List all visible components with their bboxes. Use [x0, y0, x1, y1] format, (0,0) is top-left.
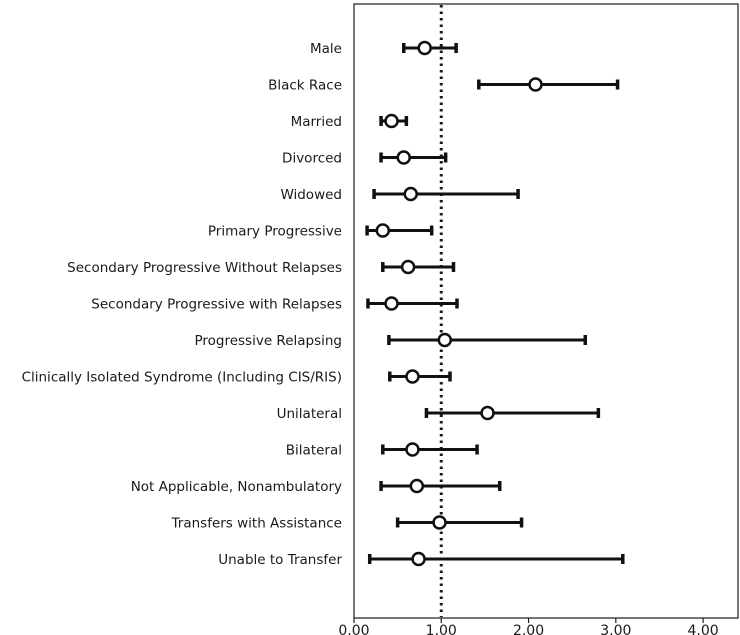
forest-row: Male — [310, 40, 458, 57]
row-label: Unable to Transfer — [218, 552, 342, 568]
point-estimate — [528, 77, 543, 92]
point-estimate — [396, 150, 411, 165]
point-estimate — [432, 515, 447, 530]
forest-row: Married — [291, 113, 409, 130]
row-label: Male — [310, 41, 342, 57]
row-label: Unilateral — [277, 406, 342, 422]
row-label: Primary Progressive — [208, 224, 342, 240]
row-label: Clinically Isolated Syndrome (Including … — [22, 370, 342, 386]
forest-row: Not Applicable, Nonambulatory — [131, 478, 502, 495]
row-label: Transfers with Assistance — [171, 516, 342, 532]
forest-row: Widowed — [280, 186, 520, 203]
row-label: Secondary Progressive with Relapses — [91, 297, 342, 313]
x-tick-label: 3.00 — [600, 623, 631, 635]
point-estimate — [384, 113, 399, 129]
row-label: Secondary Progressive Without Relapses — [67, 260, 342, 276]
point-estimate — [417, 40, 432, 56]
forest-row: Primary Progressive — [208, 223, 434, 240]
x-tick-label: 1.00 — [426, 623, 457, 635]
row-label: Widowed — [280, 187, 342, 203]
point-estimate — [403, 186, 418, 202]
forest-row: Transfers with Assistance — [171, 515, 524, 532]
forest-row: Unable to Transfer — [218, 551, 625, 568]
row-label: Black Race — [268, 78, 342, 94]
row-label: Bilateral — [286, 443, 342, 459]
point-estimate — [405, 442, 420, 457]
point-estimate — [480, 405, 495, 421]
row-label: Married — [291, 114, 342, 130]
row-label: Not Applicable, Nonambulatory — [131, 479, 342, 495]
forest-row: Secondary Progressive Without Relapses — [67, 259, 456, 276]
point-estimate — [375, 223, 391, 238]
row-label: Divorced — [282, 151, 342, 167]
point-estimate — [400, 259, 416, 275]
forest-row: Secondary Progressive with Relapses — [91, 296, 459, 313]
x-tick-label: 2.00 — [513, 623, 544, 635]
forest-row: Unilateral — [277, 405, 601, 422]
point-estimate — [409, 478, 425, 494]
rows-group: Male Black Race Married Divorced Widowed Prim… — [22, 40, 625, 568]
forest-row: Black Race — [268, 77, 620, 94]
forest-row: Bilateral — [286, 442, 479, 459]
point-estimate — [437, 332, 453, 348]
point-estimate — [384, 296, 399, 311]
plot-frame — [353, 3, 739, 619]
row-label: Progressive Relapsing — [194, 333, 342, 349]
point-estimate — [405, 369, 420, 384]
forest-row: Clinically Isolated Syndrome (Including … — [22, 369, 452, 386]
x-axis: 0.00 1.00 2.00 3.00 4.00 — [338, 618, 719, 635]
x-tick-label: 0.00 — [338, 623, 369, 635]
point-estimate — [411, 551, 426, 567]
x-tick-label: 4.00 — [688, 623, 719, 635]
forest-row: Progressive Relapsing — [194, 332, 588, 349]
forest-row: Divorced — [282, 150, 448, 167]
